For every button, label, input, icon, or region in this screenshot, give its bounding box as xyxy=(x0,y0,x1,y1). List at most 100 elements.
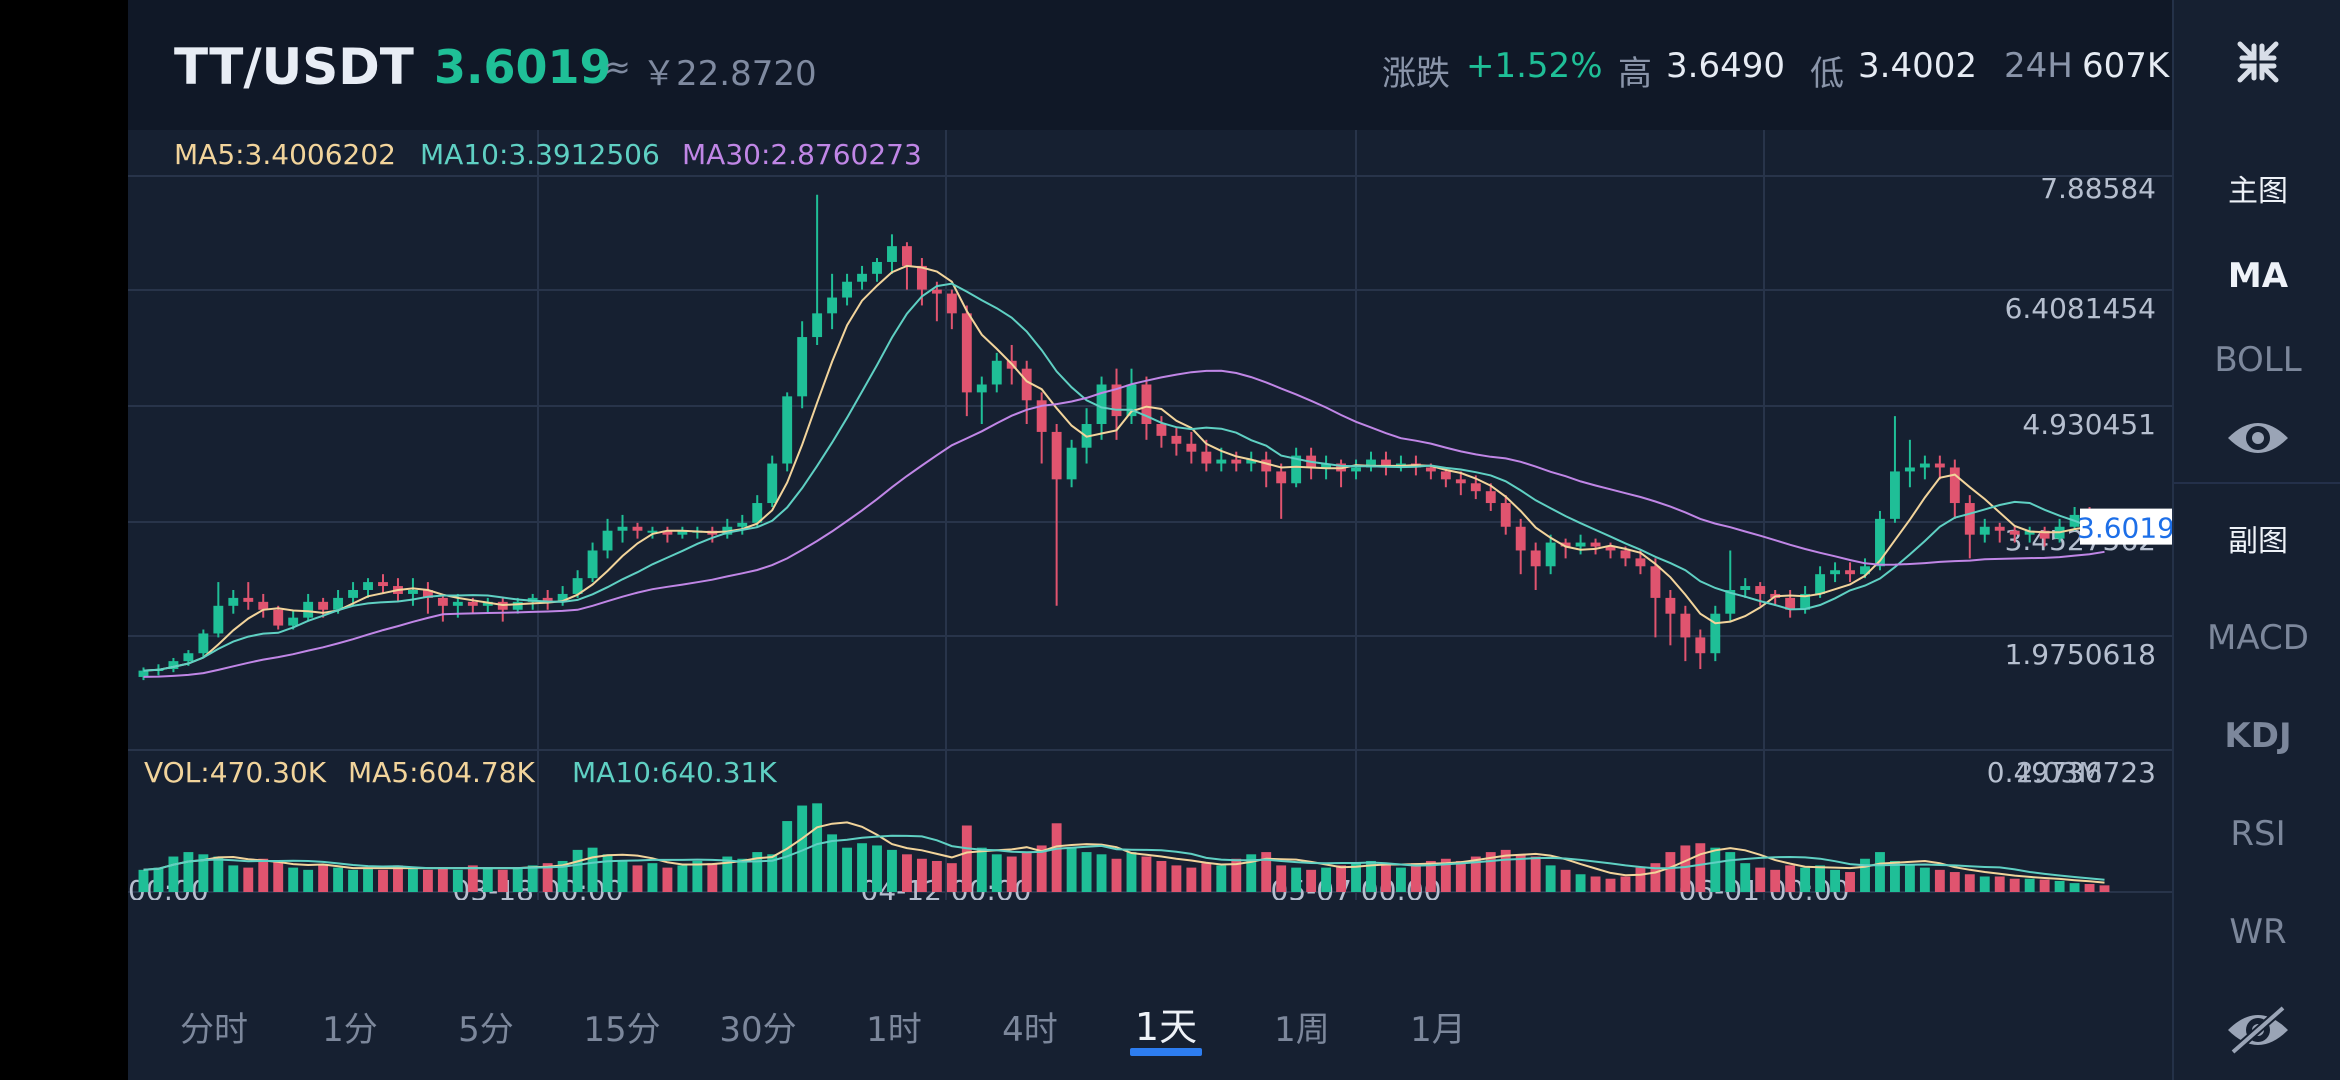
candle-body xyxy=(243,597,254,602)
volume-bar xyxy=(1755,867,1766,892)
rsi-toggle[interactable]: RSI xyxy=(2230,814,2286,854)
y-tick-label: 1.9750618 xyxy=(2005,638,2156,671)
sub-chart-label: 副图 xyxy=(2228,524,2288,559)
period-selector: 分时 1分 5分 15分 30分 1时 4时 1天 1周 1月 xyxy=(128,960,2172,1080)
candle-body xyxy=(1485,491,1496,504)
volume-label: 24H xyxy=(2004,46,2073,86)
period-tab[interactable]: 1分 xyxy=(322,1010,378,1050)
period-tab[interactable]: 1天 xyxy=(1134,1005,1198,1049)
volume-bar xyxy=(1036,845,1047,892)
candle-body xyxy=(1680,613,1691,638)
volume-bar xyxy=(1111,858,1122,892)
candle-body xyxy=(647,530,658,533)
candle-body xyxy=(1455,479,1466,484)
cny-price: ￥22.8720 xyxy=(642,54,817,94)
period-tab[interactable]: 1时 xyxy=(866,1010,922,1050)
eye-icon[interactable] xyxy=(2174,414,2340,466)
trading-app: TT/USDT 3.6019 ≈ ￥22.8720 涨跌 +1.52% 高 3.… xyxy=(128,0,2340,1080)
candle-body xyxy=(1425,467,1436,472)
period-tab[interactable]: 1月 xyxy=(1410,1010,1466,1050)
y-tick-label: 4.930451 xyxy=(2022,408,2156,441)
volume-bar xyxy=(587,847,598,892)
wr-toggle[interactable]: WR xyxy=(2229,912,2287,952)
period-tab[interactable]: 5分 xyxy=(458,1010,514,1050)
candle-body xyxy=(931,289,942,294)
volume-bar xyxy=(1889,860,1900,892)
collapse-arrows-icon[interactable] xyxy=(2174,38,2340,90)
candle-body xyxy=(557,593,568,602)
candle-body xyxy=(2009,530,2020,535)
kdj-toggle[interactable]: KDJ xyxy=(2224,716,2292,756)
candle-body xyxy=(797,337,808,397)
volume-bar xyxy=(243,867,254,892)
candle-body xyxy=(1830,570,1841,575)
volume-bar xyxy=(647,863,658,892)
period-tab[interactable]: 1周 xyxy=(1274,1010,1330,1050)
candle-body xyxy=(1815,574,1826,594)
pair-name[interactable]: TT/USDT xyxy=(174,38,414,96)
candle-body xyxy=(1530,550,1541,567)
volume-bar xyxy=(153,867,164,892)
volume-bar xyxy=(1545,865,1556,892)
volume-bar xyxy=(2009,878,2020,892)
boll-toggle[interactable]: BOLL xyxy=(2214,340,2302,380)
volume-bar xyxy=(916,858,927,892)
candle-body xyxy=(1620,550,1631,559)
volume-bar xyxy=(1440,858,1451,892)
volume-bar xyxy=(378,869,388,892)
candle-body xyxy=(916,265,927,290)
candle-body xyxy=(602,530,613,551)
y-tick-label: 7.88584 xyxy=(2040,172,2156,205)
volume-bar xyxy=(1410,863,1421,892)
volume-bar xyxy=(1500,849,1511,892)
candle-body xyxy=(991,360,1002,385)
volume-bar xyxy=(1725,852,1736,892)
y-tick-label: 6.4081454 xyxy=(2005,292,2156,325)
volume-bar xyxy=(827,834,838,892)
candle-body xyxy=(1021,368,1032,401)
volume-bar xyxy=(1590,876,1601,892)
candle-body xyxy=(1650,566,1661,598)
volume-bar xyxy=(812,803,823,892)
volume-bar xyxy=(1949,872,1960,892)
volume-bar xyxy=(602,854,613,892)
candle-body xyxy=(1949,467,1960,504)
kline-chart[interactable]: 7.885846.40814544.9304513.45275621.97506… xyxy=(128,130,2175,907)
last-price: 3.6019 xyxy=(434,40,612,94)
volume-bar xyxy=(1051,823,1062,892)
candle-body xyxy=(1470,483,1481,492)
period-tab[interactable]: 15分 xyxy=(583,1010,661,1050)
volume-bar xyxy=(2099,885,2110,892)
volume-bar xyxy=(333,867,344,892)
period-tab[interactable]: 30分 xyxy=(719,1010,797,1050)
volume-bar xyxy=(482,867,493,892)
eye-slash-icon[interactable] xyxy=(2174,1004,2340,1060)
volume-bar xyxy=(1665,852,1676,892)
volume-bar xyxy=(872,845,882,892)
volume-bar xyxy=(1201,863,1212,892)
volume-bar xyxy=(363,867,373,892)
volume-bar xyxy=(1964,874,1975,892)
volume-bar xyxy=(1515,854,1526,892)
candle-body xyxy=(1740,586,1751,590)
volume-bar xyxy=(1425,860,1436,892)
candle-body xyxy=(572,578,583,594)
candle-body xyxy=(1875,518,1885,567)
candle-body xyxy=(213,605,224,634)
macd-toggle[interactable]: MACD xyxy=(2207,618,2309,658)
volume-bar xyxy=(497,869,508,892)
ma-toggle[interactable]: MA xyxy=(2227,256,2289,296)
candle-body xyxy=(512,601,523,610)
candle-body xyxy=(168,661,179,670)
volume-bar xyxy=(228,865,239,892)
volume-bar xyxy=(677,865,688,892)
volume-bar xyxy=(303,869,314,892)
period-tab[interactable]: 分时 xyxy=(180,1010,248,1050)
volume-bar xyxy=(707,863,718,892)
volume-bar xyxy=(617,860,628,892)
low-label: 低 xyxy=(1810,54,1844,94)
volume-bar xyxy=(1126,852,1137,892)
candle-body xyxy=(1261,459,1272,472)
period-tab[interactable]: 4时 xyxy=(1002,1010,1058,1050)
volume-bar xyxy=(722,856,733,892)
